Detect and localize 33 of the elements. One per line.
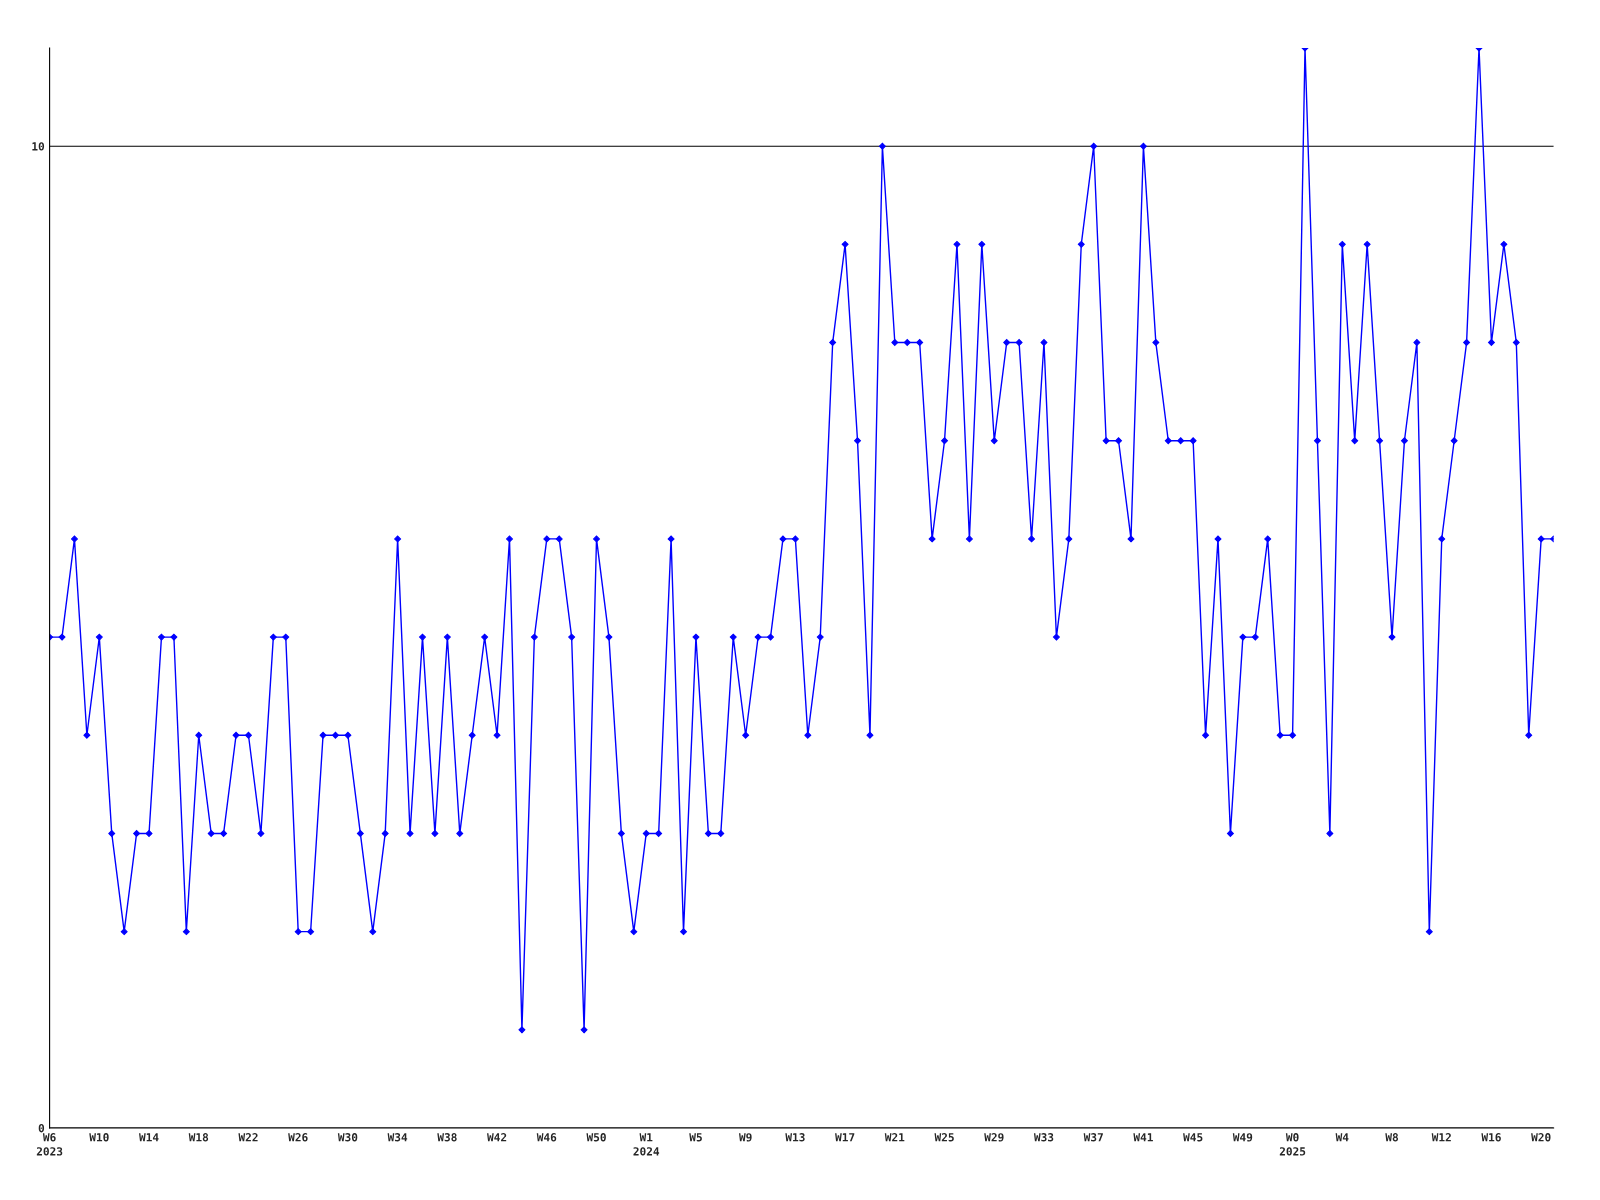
x-tick-label: W49 <box>1232 1133 1253 1142</box>
x-tick-label: W1 2024 <box>633 1133 660 1156</box>
x-tick-label: W22 <box>238 1133 258 1142</box>
x-tick-label: W6 2023 <box>36 1133 63 1156</box>
x-tick-label: W38 <box>437 1133 457 1142</box>
x-tick-label: W16 <box>1481 1133 1501 1142</box>
x-tick-label: W20 <box>1531 1133 1551 1142</box>
x-tick-label: W14 <box>139 1133 159 1142</box>
x-tick-label: W17 <box>835 1133 855 1142</box>
y-tick-label: 10 <box>32 142 45 151</box>
x-tick-label: W12 <box>1431 1133 1451 1142</box>
x-tick-label: W29 <box>984 1133 1004 1142</box>
x-tick-label: W33 <box>1033 1133 1054 1142</box>
x-tick-label: W9 <box>738 1133 752 1142</box>
x-tick-label: W4 <box>1335 1133 1349 1142</box>
x-tick-label: W46 <box>536 1133 557 1142</box>
x-tick-label: W50 <box>586 1133 606 1142</box>
x-tick-label: W30 <box>337 1133 358 1142</box>
x-tick-label: W18 <box>188 1133 209 1142</box>
x-tick-label: W42 <box>487 1133 507 1142</box>
x-tick-label: W26 <box>288 1133 308 1142</box>
x-tick-label: W25 <box>934 1133 954 1142</box>
x-tick-label: W8 <box>1385 1133 1398 1142</box>
x-tick-label: W45 <box>1183 1133 1203 1142</box>
x-tick-label: W21 <box>884 1133 905 1142</box>
x-tick-label: W0 2025 <box>1279 1133 1306 1156</box>
x-tick-label: W10 <box>89 1133 109 1142</box>
x-tick-label: W34 <box>387 1133 408 1142</box>
x-tick-label: W13 <box>785 1133 805 1142</box>
x-tick-label: W37 <box>1083 1133 1103 1142</box>
x-tick-label: W41 <box>1133 1133 1153 1142</box>
x-tick-label: W5 <box>689 1133 702 1142</box>
y-tick-label: 0 <box>38 1123 45 1133</box>
